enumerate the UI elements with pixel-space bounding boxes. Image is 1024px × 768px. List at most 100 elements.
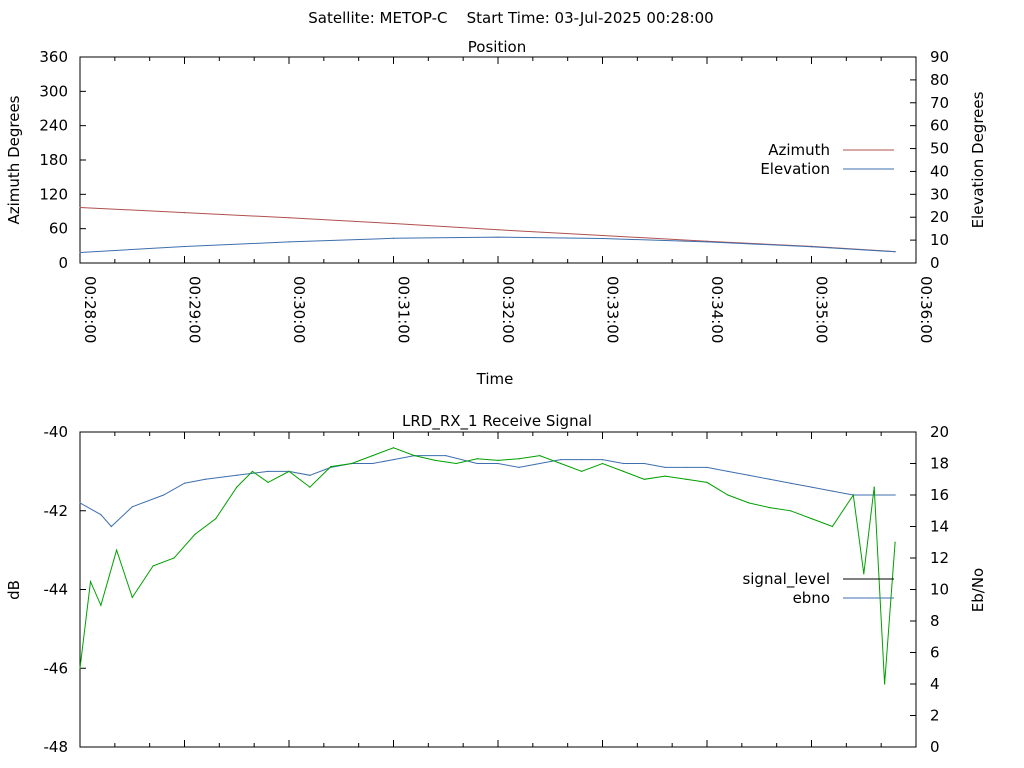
ebno-point: [664, 475, 666, 477]
ebno-point: [790, 510, 792, 512]
signal-left-axis: -40 -42 -44 -46 -48: [44, 423, 86, 756]
signal_level-point: [685, 466, 687, 469]
ebno-point: [79, 667, 81, 669]
ebno-point: [769, 507, 771, 509]
signal_level-point: [497, 462, 499, 465]
figure-title: Satellite: METOP-C Start Time: 03-Jul-20…: [308, 9, 713, 27]
ebno-point: [748, 502, 750, 504]
ebno-point: [215, 518, 217, 520]
y2-tick-label: 2: [930, 707, 940, 725]
y2-tick-label: 20: [930, 423, 949, 441]
signal_level-point: [622, 462, 625, 465]
x-tick-label: 00:28:00: [81, 276, 99, 343]
y-tick-label: -46: [44, 659, 69, 677]
y-tick-label: -42: [44, 502, 69, 520]
legend-label: ebno: [793, 589, 830, 607]
y2-tick-label: 20: [930, 208, 949, 226]
position-xlabel: Time: [476, 370, 514, 388]
signal_level-point: [204, 478, 206, 480]
signal_level-point: [110, 525, 112, 528]
signal_level-point: [790, 482, 792, 484]
x-tick-label: 00:34:00: [708, 276, 726, 343]
x-tick-label: 00:31:00: [395, 276, 413, 343]
position-chart: Position 0 60 120 180 240 300 360 0 10 20 30 40 50 6…: [5, 38, 987, 388]
position-ylabel: Azimuth Degrees: [5, 95, 23, 224]
y2-tick-label: 10: [930, 231, 949, 249]
y2-tick-label: 16: [930, 486, 949, 504]
signal_level-point: [163, 494, 165, 496]
ebno-point: [727, 494, 729, 496]
x-tick-label: 00:36:00: [917, 276, 935, 343]
Azimuth-point: [392, 222, 395, 225]
y2-tick-label: 18: [930, 455, 949, 473]
signal_level-point: [810, 486, 813, 488]
signal_level-point: [372, 462, 374, 465]
signal_level-point: [581, 458, 583, 461]
signal-chart-title: LRD_RX_1 Receive Signal: [402, 412, 592, 431]
y2-tick-label: 10: [930, 581, 949, 599]
signal_level-point: [392, 458, 395, 461]
y-tick-label: 240: [39, 117, 68, 135]
signal_level-point: [518, 466, 520, 469]
y-tick-label: 180: [39, 151, 68, 169]
y-tick-label: -44: [44, 581, 69, 599]
ebno-point: [173, 557, 175, 559]
signal_level-point: [131, 506, 133, 508]
ebno-point: [152, 565, 154, 567]
signal_level-point: [267, 470, 269, 472]
position-chart-title: Position: [468, 38, 526, 56]
x-tick-label: 00:30:00: [290, 276, 308, 343]
ebno-point: [434, 459, 436, 461]
ebno-point: [706, 481, 708, 483]
ebno-point: [236, 486, 238, 488]
ebno-point: [863, 573, 865, 575]
signal_level-point: [894, 494, 896, 496]
ebno-point: [581, 470, 583, 472]
y2-tick-label: 80: [930, 71, 949, 89]
Elevation-point: [497, 236, 499, 238]
ebno-point: [622, 470, 625, 472]
ebno-point: [309, 486, 311, 488]
Azimuth-point: [601, 234, 604, 237]
position-right-axis: 0 10 20 30 40 50 60 70 80 90: [910, 48, 949, 272]
signal_level-point: [476, 462, 478, 465]
y-tick-label: 120: [39, 185, 68, 203]
ebno-point: [884, 683, 886, 685]
Elevation-point: [79, 251, 81, 254]
Elevation-point: [288, 241, 290, 243]
Elevation-point: [894, 251, 896, 253]
signal_level-point: [664, 466, 666, 469]
x-tick-label: 00:35:00: [813, 276, 831, 343]
ebno-point: [455, 462, 457, 465]
ebno-point: [497, 459, 499, 461]
legend-label: signal_level: [742, 570, 830, 589]
signal_level-point: [445, 455, 447, 457]
x-tick-label: 00:33:00: [604, 276, 622, 343]
x-tick-label: 00:32:00: [499, 276, 517, 343]
signal_level-point: [601, 458, 604, 461]
y2-tick-label: 90: [930, 48, 949, 66]
signal-chart: LRD_RX_1 Receive Signal -40-42-44-46-48 …: [5, 412, 987, 756]
signal_level-point: [539, 462, 541, 465]
y-tick-label: 360: [39, 48, 68, 66]
y-tick-label: 60: [49, 220, 68, 238]
ebno-point: [392, 447, 395, 449]
y2-tick-label: 8: [930, 612, 940, 630]
ebno-point: [476, 458, 478, 460]
y2-tick-label: 0: [930, 254, 940, 272]
Azimuth-point: [79, 206, 81, 209]
y2-tick-label: 70: [930, 94, 949, 112]
y2-tick-label: 6: [930, 644, 940, 662]
ebno-point: [685, 478, 687, 480]
position-left-axis: 0 60 120 180 240 300 360: [39, 48, 86, 272]
signal-series: [79, 447, 896, 685]
ebno-point: [518, 458, 520, 460]
ebno-point: [894, 541, 896, 543]
Elevation-point: [183, 245, 186, 248]
ebno-point: [288, 470, 290, 472]
ebno-point: [601, 462, 604, 465]
signal_level-point: [643, 462, 645, 465]
